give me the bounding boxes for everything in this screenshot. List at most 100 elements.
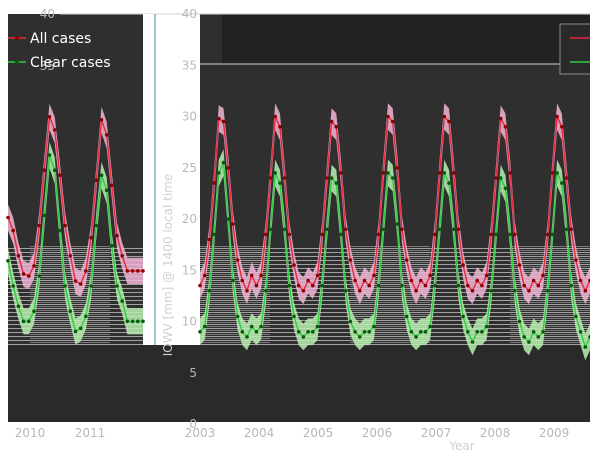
- all-cases-point-4: [217, 116, 221, 121]
- all-cases-point-39: [381, 171, 386, 175]
- right-ytick-25: 25: [182, 161, 197, 175]
- all-cases-point-18: [282, 176, 287, 180]
- all-cases-point-29: [334, 125, 339, 129]
- all-cases-point-14: [78, 282, 83, 286]
- all-cases-point-31: [343, 227, 348, 232]
- all-cases-point-43: [400, 227, 404, 232]
- left-ytick-35: 35: [40, 59, 55, 73]
- all-cases-point-17: [278, 125, 282, 129]
- clear-cases-point-1: [11, 284, 15, 288]
- clear-cases-point-23: [306, 330, 310, 334]
- all-cases-point-8: [235, 258, 240, 262]
- all-cases-point-69: [522, 283, 526, 288]
- all-cases-point-52: [442, 114, 447, 119]
- clear-cases-point-70: [527, 340, 531, 344]
- all-cases-point-20: [110, 183, 114, 188]
- all-cases-point-51: [437, 171, 442, 175]
- all-cases-point-6: [226, 166, 230, 170]
- clear-cases-point-66: [508, 232, 512, 237]
- clear-cases-point-0: [6, 259, 10, 263]
- all-cases-point-10: [245, 289, 249, 293]
- clear-cases-point-2: [16, 304, 21, 309]
- clear-cases-point-4: [27, 319, 31, 324]
- right-legend-frame: [559, 23, 590, 75]
- all-cases-point-22: [120, 254, 124, 258]
- clear-cases-point-75: [550, 232, 555, 237]
- all-cases-point-68: [517, 263, 522, 267]
- all-cases-point-67: [513, 232, 517, 237]
- all-cases-point-72: [536, 283, 541, 288]
- clear-cases-point-25: [315, 324, 320, 329]
- all-cases-point-32: [348, 258, 353, 262]
- clear-cases-point-63: [494, 232, 498, 237]
- all-cases-point-2: [16, 254, 21, 258]
- all-cases-point-78: [564, 176, 569, 180]
- clear-cases-point-18: [99, 173, 104, 177]
- series-group: [198, 103, 590, 361]
- all-cases-point-49: [428, 273, 433, 278]
- clear-cases-point-30: [339, 232, 343, 237]
- all-cases-point-23: [306, 278, 310, 283]
- all-cases-point-24: [130, 269, 135, 273]
- all-cases-point-3: [21, 272, 26, 276]
- all-cases-point-33: [353, 278, 357, 283]
- clear-cases-point-61: [484, 324, 489, 329]
- right-ytick-20: 20: [182, 212, 197, 226]
- clear-cases-point-32: [348, 319, 353, 324]
- right-xtick-2005: 2005: [303, 426, 334, 440]
- all-cases-point-61: [484, 273, 489, 278]
- clear-cases-point-72: [536, 335, 541, 339]
- all-cases-point-25: [136, 269, 140, 273]
- all-cases-point-74: [545, 232, 550, 237]
- clear-cases-point-65: [503, 186, 508, 191]
- all-cases-point-11: [63, 223, 67, 228]
- all-cases-point-1: [11, 228, 15, 233]
- clear-cases-point-20: [110, 243, 114, 248]
- all-cases-point-7: [42, 168, 47, 172]
- clear-cases-point-38: [376, 283, 381, 288]
- series-group: [6, 103, 145, 345]
- clear-cases-point-55: [456, 283, 461, 288]
- all-cases-point-12: [254, 283, 259, 288]
- all-cases-point-3: [212, 181, 216, 185]
- clear-cases-point-3: [212, 232, 216, 237]
- all-cases-point-63: [494, 176, 498, 180]
- all-cases-point-14: [264, 232, 268, 237]
- all-cases-point-53: [447, 119, 451, 124]
- all-cases-point-24: [311, 283, 315, 288]
- all-cases-point-11: [249, 273, 254, 278]
- clear-cases-point-19: [287, 283, 292, 288]
- all-cases-point-5: [32, 264, 36, 268]
- clear-cases-point-9: [240, 330, 245, 334]
- all-cases-point-82: [583, 289, 588, 293]
- clear-cases-point-67: [513, 289, 517, 293]
- clear-cases-point-68: [517, 319, 522, 324]
- clear-cases-point-42: [395, 222, 400, 226]
- header-strip: [222, 14, 590, 64]
- clear-cases-point-49: [428, 324, 433, 329]
- all-cases-point-4: [27, 274, 31, 278]
- all-cases-point-45: [409, 278, 414, 283]
- right-ytick-40: 40: [182, 7, 197, 21]
- clear-cases-point-52: [442, 171, 447, 175]
- clear-cases-point-69: [522, 335, 526, 339]
- right-ytick-30: 30: [182, 110, 197, 124]
- right-xtick-2003: 2003: [185, 426, 216, 440]
- clear-cases-point-41: [390, 176, 395, 180]
- clear-cases-point-22: [301, 335, 306, 339]
- clear-cases-point-80: [574, 314, 578, 319]
- clear-cases-point-40: [386, 171, 390, 175]
- clear-cases-point-5: [221, 160, 226, 165]
- clear-cases-point-64: [498, 176, 503, 180]
- all-cases-point-81: [578, 278, 583, 283]
- clear-cases-point-51: [437, 227, 442, 232]
- x-axis-title: Year: [448, 439, 474, 451]
- right-ytick-0: 0: [189, 417, 197, 431]
- all-cases-point-62: [489, 232, 494, 237]
- clear-cases-point-7: [42, 213, 47, 218]
- all-cases-point-13: [73, 279, 78, 283]
- all-cases-point-13: [259, 273, 263, 278]
- clear-cases-point-31: [343, 289, 348, 293]
- all-cases-point-21: [296, 283, 301, 288]
